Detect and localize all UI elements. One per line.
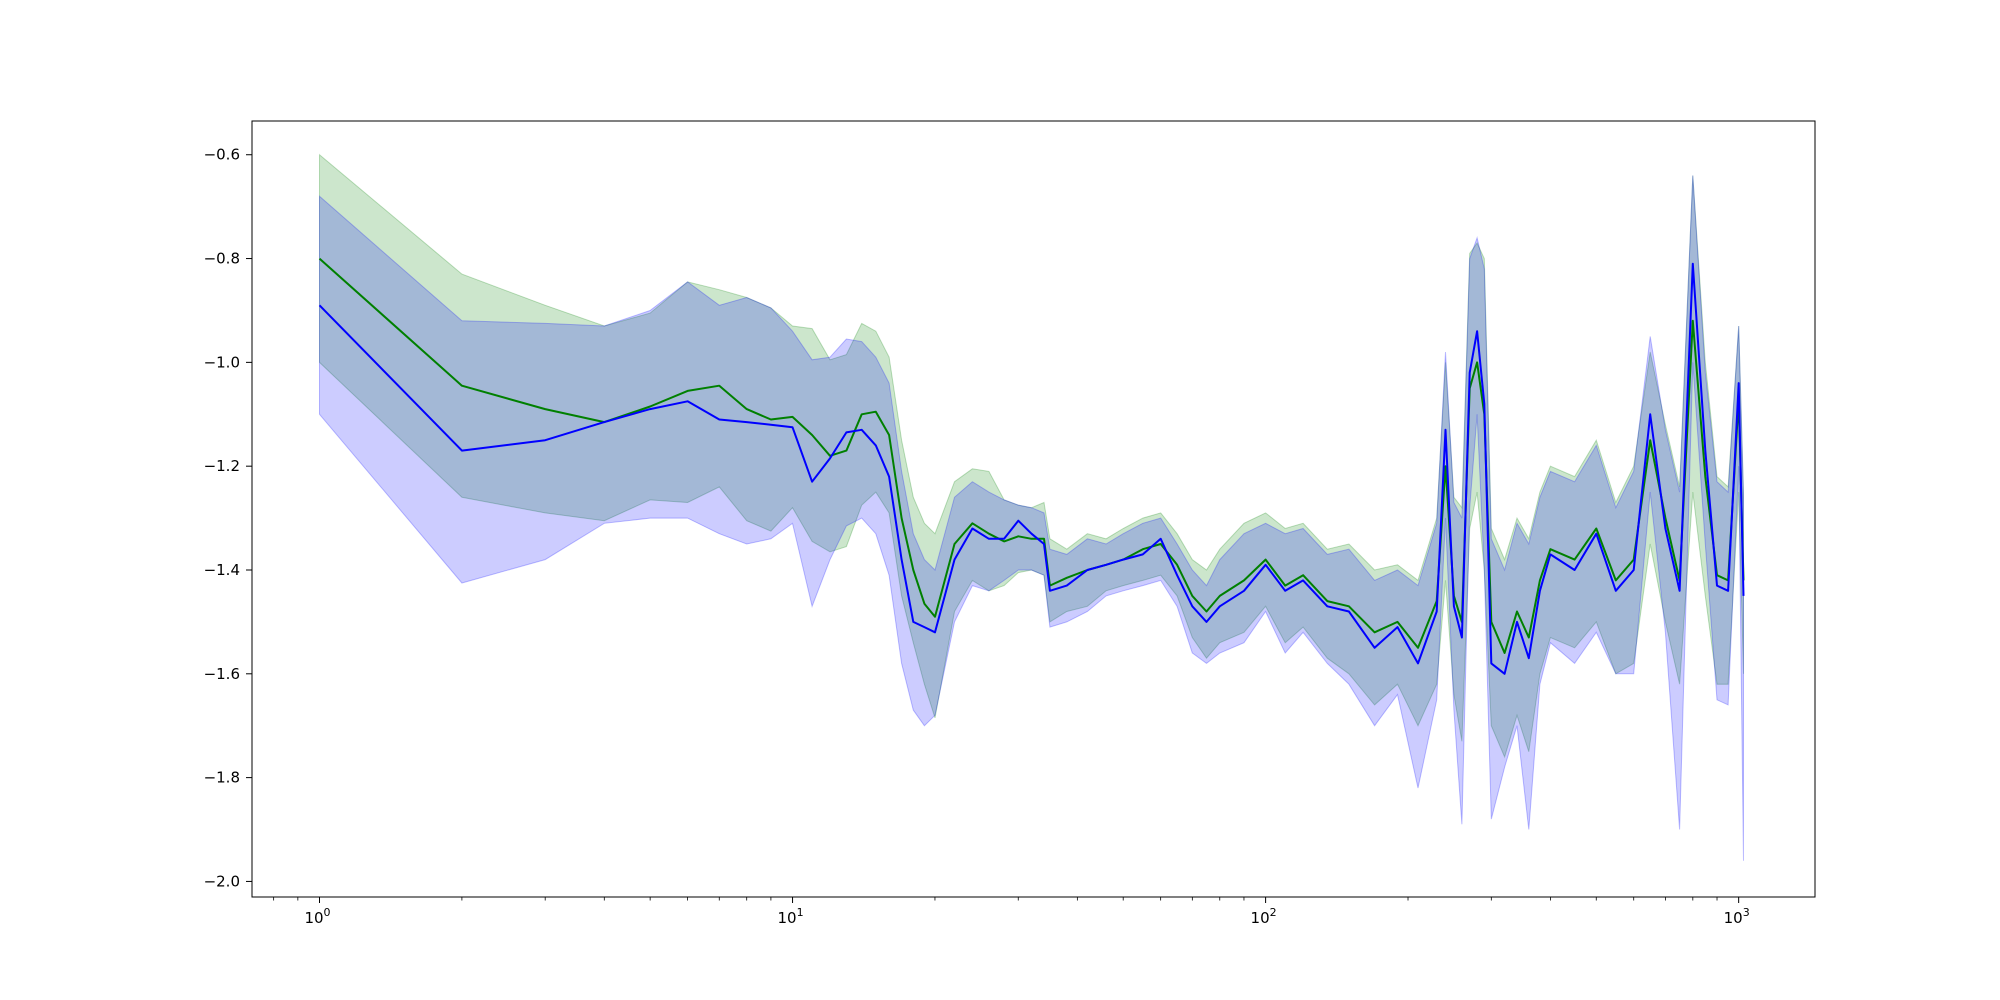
series-2-line	[318, 262, 1745, 675]
y-tick-label: −0.6	[204, 146, 240, 164]
plot-frame	[251, 120, 1816, 898]
y-tick-label: −1.8	[204, 769, 240, 787]
series-1-line	[318, 257, 1745, 654]
y-tick-label: −2.0	[204, 872, 240, 890]
series-layer	[318, 153, 1745, 861]
y-tick-label: −1.0	[204, 353, 240, 371]
y-tick-label: −1.4	[204, 561, 240, 579]
series-1-band	[319, 153, 1744, 759]
y-tick-label: −1.2	[204, 457, 240, 475]
y-tick-label: −1.6	[204, 665, 240, 683]
x-tick-label: 102	[1251, 906, 1277, 927]
x-tick-label: 101	[778, 906, 804, 927]
y-axis: −0.6 −0.8 −1.0 −1.2 −1.4 −1.6 −1.8 −2.0	[204, 146, 252, 890]
x-tick-label: 103	[1724, 906, 1750, 927]
series-2-band	[319, 175, 1744, 861]
x-axis: 100 101 102 103	[273, 897, 1750, 927]
y-tick-label: −0.8	[204, 250, 240, 268]
x-tick-label: 100	[304, 906, 330, 927]
